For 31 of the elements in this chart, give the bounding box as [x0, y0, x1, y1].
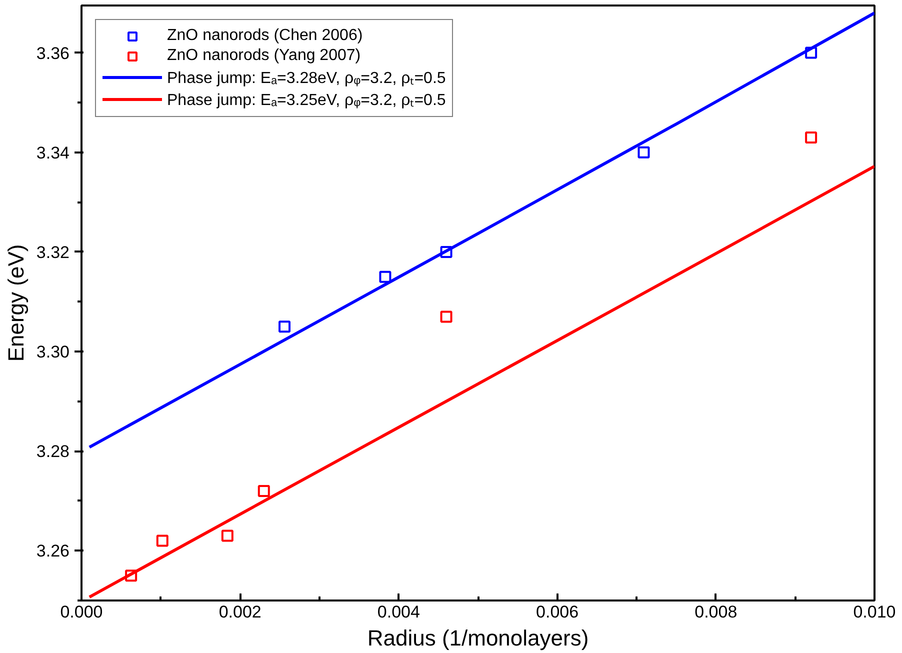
legend-label: ZnO nanorods (Chen 2006) [167, 27, 363, 45]
x-tick-label: 0.002 [218, 602, 262, 622]
y-tick-label: 3.26 [36, 542, 70, 561]
x-tick-label: 0.000 [60, 602, 103, 622]
point [805, 46, 818, 59]
x-tick-label: 0.010 [853, 602, 896, 622]
x-tick-label: 0.004 [377, 602, 420, 622]
point [638, 146, 650, 158]
point [221, 530, 234, 542]
x-tick-label: 0.008 [694, 602, 738, 622]
point [805, 131, 818, 144]
x-axis-title: Radius (1/monolayers) [367, 626, 589, 650]
point [440, 246, 452, 258]
legend-label: ZnO nanorods (Yang 2007) [167, 47, 361, 65]
point [379, 270, 392, 283]
y-tick-label: 3.28 [36, 442, 70, 462]
y-axis-title: Energy (eV) [3, 244, 28, 362]
point [125, 570, 138, 582]
y-tick-label: 3.32 [36, 242, 70, 262]
point [156, 534, 168, 547]
point [258, 484, 270, 497]
legend-label: Phase jump: Eₐ=3.28eV, ρᵩ=3.2, ρₜ=0.5 [167, 69, 446, 88]
line-series [88, 164, 874, 599]
point [440, 310, 452, 323]
legend-label: Phase jump: Eₐ=3.25eV, ρᵩ=3.2, ρₜ=0.5 [167, 91, 446, 110]
point [278, 320, 291, 333]
y-tick-label: 3.36 [36, 44, 70, 63]
y-tick-label: 3.30 [36, 342, 70, 362]
y-tick-label: 3.34 [36, 143, 70, 162]
x-tick-label: 0.006 [536, 602, 579, 622]
line-series [88, 11, 874, 449]
